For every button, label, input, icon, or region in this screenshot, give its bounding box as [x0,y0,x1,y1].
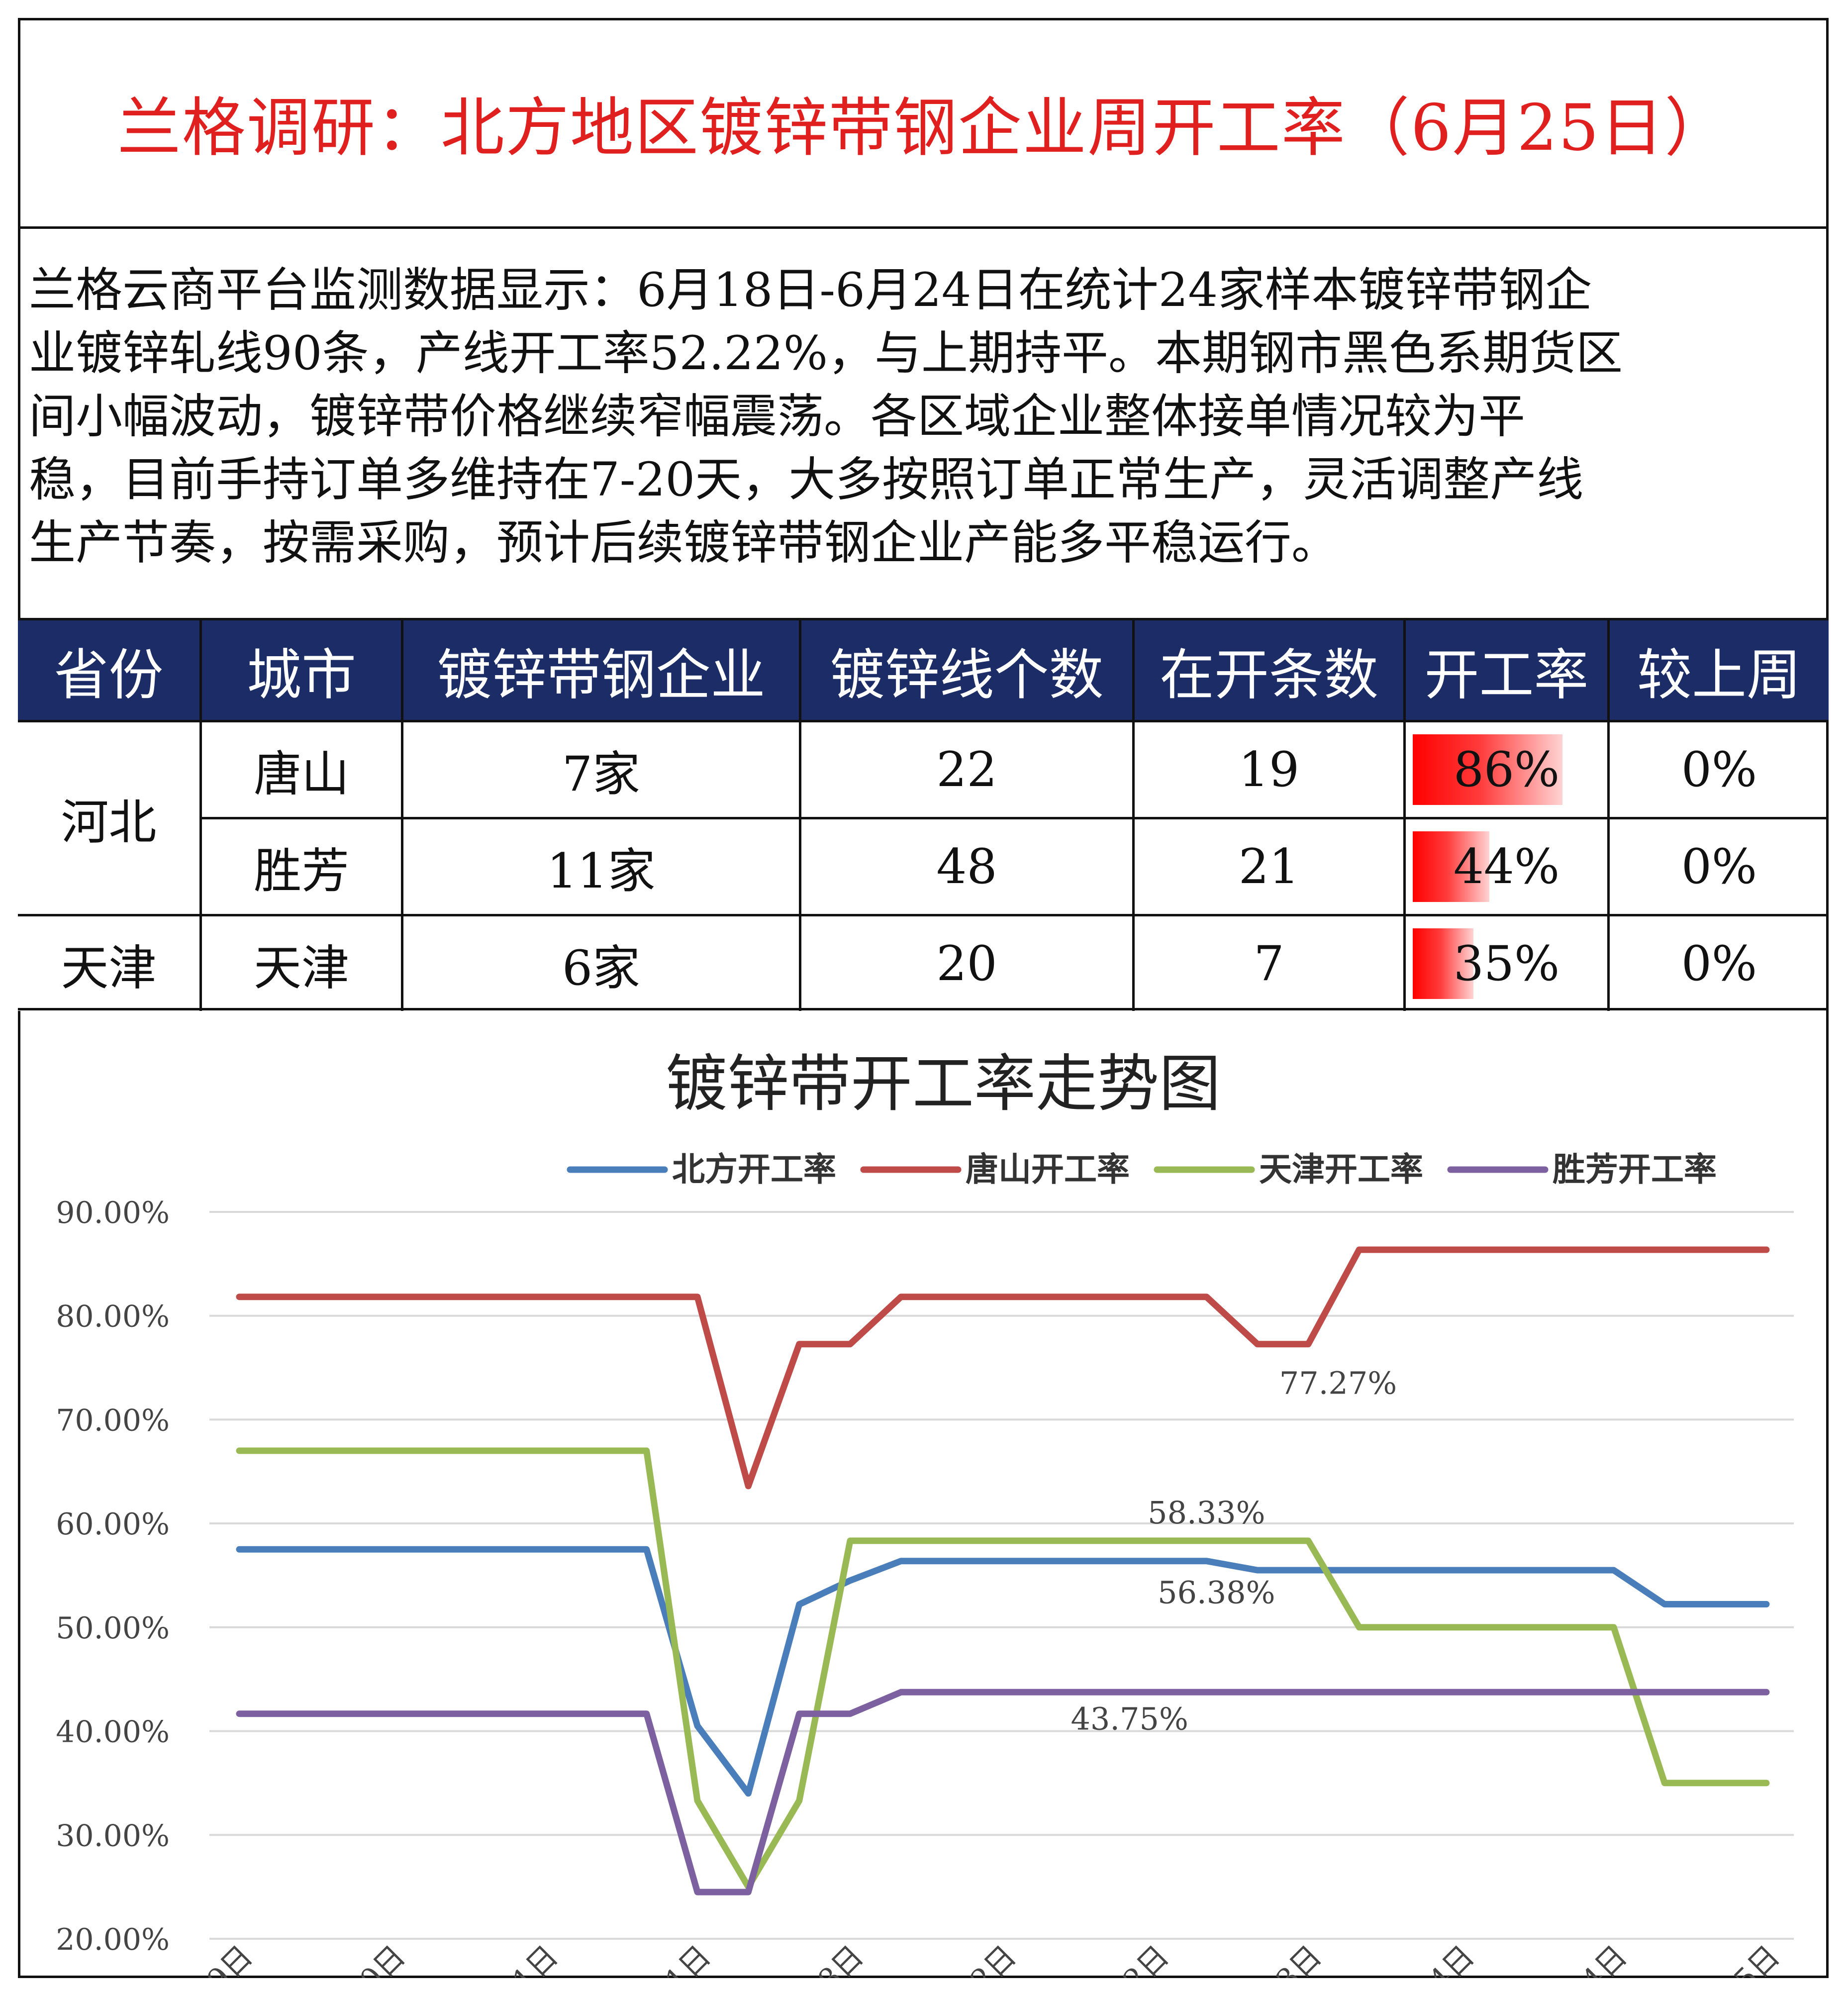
series-line-1 [236,1246,1770,1490]
rate-bar [1413,734,1562,805]
chart-title: 镀锌带开工率走势图 [666,1048,1221,1120]
summary-text: 兰格云商平台监测数据显示：6月18日-6月24日在统计24家样本镀锌带钢企 业镀… [29,263,1623,570]
rate-bar [1413,928,1473,999]
rate-cell: 86% [1406,720,1610,817]
table-header-cell: 城市 [202,620,403,720]
companies-cell: 11家 [403,817,801,914]
legend-label: 天津开工率 [1259,1150,1423,1189]
legend-label: 唐山开工率 [966,1150,1130,1189]
y-tick-label: 80.00% [56,1299,170,1334]
open-cell: 7 [1135,914,1406,1011]
rate-cell: 44% [1406,817,1610,914]
city-cell: 天津 [202,914,403,1011]
y-tick-label: 70.00% [56,1403,170,1438]
operating-rate-table: 省份 城市 镀锌带钢企业 镀锌线个数 在开条数 开工率 较上周 唐山 7家 22 19 86% 0% 胜… [18,618,1829,1011]
y-tick-label: 30.00% [56,1818,170,1853]
x-tick-label: 4月23日 [1221,1939,1328,1978]
city-cell: 胜芳 [202,817,403,914]
x-tick-label: 4月2日 [1082,1939,1175,1978]
x-tick-label: 5月14日 [1374,1939,1481,1978]
table-header-cell: 省份 [18,620,202,720]
report-header: 兰格调研：北方地区镀锌带钢企业周开工率（6月25日） [18,18,1829,229]
y-tick-label: 60.00% [56,1507,170,1542]
series-line-0 [236,1546,1770,1797]
legend-label: 北方开工率 [672,1150,836,1189]
series-line-2 [236,1447,1770,1891]
table-header-cell: 开工率 [1406,620,1610,720]
report-title: 兰格调研：北方地区镀锌带钢企业周开工率（6月25日） [117,91,1730,165]
province-cell: 天津 [18,914,202,1011]
rate-cell: 35% [1406,914,1610,1011]
series-line-3 [236,1689,1770,1895]
data-label: 58.33% [1148,1495,1265,1531]
change-cell: 0% [1610,720,1829,817]
lines-cell: 20 [801,914,1135,1011]
y-tick-label: 50.00% [56,1611,170,1646]
lines-cell: 48 [801,817,1135,914]
city-cell: 唐山 [202,720,403,817]
rate-bar [1413,831,1489,902]
x-tick-label: 12月10日 [292,1939,412,1978]
x-tick-label: 6月25日 [1679,1939,1786,1978]
open-cell: 19 [1135,720,1406,817]
table-row: 天津 6家 20 7 35% 0% [18,914,1829,1011]
change-cell: 0% [1610,817,1829,914]
companies-cell: 7家 [403,720,801,817]
data-label: 56.38% [1158,1575,1275,1611]
rate-value: 86% [1453,742,1560,797]
table-row: 胜芳 11家 48 21 44% 0% [18,817,1829,914]
open-cell: 21 [1135,817,1406,914]
table-header-cell: 较上周 [1610,620,1829,720]
table-header-cell: 镀锌线个数 [801,620,1135,720]
x-tick-label: 12月31日 [444,1939,565,1978]
x-tick-label: 3月12日 [916,1939,1023,1978]
table-header-cell: 镀锌带钢企业 [403,620,801,720]
table-header-cell: 在开条数 [1135,620,1406,720]
data-label: 77.27% [1279,1365,1397,1401]
rate-value: 44% [1453,839,1560,895]
table-row: 唐山 7家 22 19 86% 0% [18,720,1829,817]
lines-cell: 22 [801,720,1135,817]
x-tick-label: 1月21日 [610,1939,717,1978]
trend-chart-svg: 镀锌带开工率走势图 90.00% 80.00% 70.00% 60.00% 50.00% 4… [56,1048,1794,1993]
data-label: 43.75% [1070,1700,1188,1737]
y-tick-label: 40.00% [56,1715,170,1750]
companies-cell: 6家 [403,914,801,1011]
x-tick-label: 2月18日 [763,1939,870,1978]
y-tick-label: 20.00% [56,1922,170,1957]
province-cell: 河北 [18,720,202,914]
change-cell: 0% [1610,914,1829,1011]
trend-chart: 镀锌带开工率走势图 90.00% 80.00% 70.00% 60.00% 50.00% 4… [18,1008,1829,1993]
y-tick-label: 90.00% [56,1196,170,1230]
legend-label: 胜芳开工率 [1553,1150,1717,1189]
table-header-row: 省份 城市 镀锌带钢企业 镀锌线个数 在开条数 开工率 较上周 [18,620,1829,720]
rate-value: 35% [1453,936,1560,992]
x-tick-label: 6月4日 [1540,1939,1634,1978]
